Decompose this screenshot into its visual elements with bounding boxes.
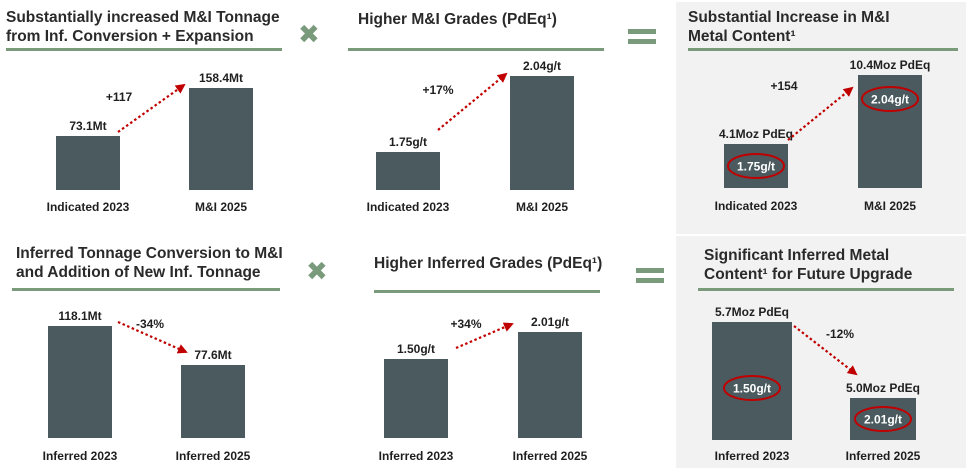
bar-after — [189, 88, 253, 190]
bar-before — [712, 322, 792, 440]
change-label: -34% — [136, 317, 164, 331]
title-underline — [348, 48, 604, 51]
data-label: 2.01g/t — [531, 315, 569, 329]
category-label: M&I 2025 — [516, 200, 568, 214]
bar-before — [724, 144, 788, 188]
data-label: 10.4Moz PdEq — [850, 58, 931, 72]
title-underline — [12, 288, 280, 291]
change-label: +17% — [422, 83, 453, 97]
panel-mi-grades: Higher M&I Grades (PdEq¹) 1.75g/t Indicat… — [348, 2, 638, 234]
panel-title: Inferred Tonnage Conversion to M&I and A… — [16, 245, 283, 281]
data-label: 1.50g/t — [397, 342, 435, 356]
panel-title: Significant Inferred Metal Content¹ for … — [704, 247, 913, 283]
category-label: Inferred 2023 — [43, 449, 118, 463]
data-label: 2.04g/t — [523, 59, 561, 73]
change-arrow — [455, 322, 514, 350]
grade-label: 1.75g/t — [737, 160, 775, 174]
change-label: +117 — [106, 90, 133, 104]
grade-label: 1.50g/t — [733, 382, 771, 396]
bar-after — [518, 332, 582, 438]
panel-title: Higher M&I Grades (PdEq¹) — [358, 11, 557, 28]
change-arrow — [117, 83, 186, 133]
data-label: 4.1Moz PdEq — [719, 127, 793, 141]
category-label: Indicated 2023 — [47, 200, 130, 214]
category-label: M&I 2025 — [195, 200, 247, 214]
title-underline — [374, 290, 600, 293]
bar-chart: 1.75g/t Indicated 2023 2.04g/t M&I 2025 +17% — [367, 59, 574, 214]
data-label: 5.0Moz PdEq — [846, 381, 920, 395]
title-underline — [6, 48, 282, 51]
category-label: Inferred 2025 — [846, 449, 921, 463]
panel-title: Substantial Increase in M&I Metal Conten… — [688, 9, 890, 45]
bar-after — [510, 76, 574, 190]
data-label: 118.1Mt — [58, 309, 101, 323]
bar-after — [181, 365, 245, 438]
change-label: +34% — [450, 317, 481, 331]
change-label: -12% — [826, 327, 854, 341]
multiply-icon: ✖ — [306, 256, 328, 286]
equals-icon — [636, 268, 664, 286]
grade-oval — [854, 406, 912, 432]
bar-after — [850, 398, 916, 440]
bar-before — [376, 152, 440, 190]
category-label: Indicated 2023 — [715, 199, 798, 213]
grade-oval — [727, 153, 785, 179]
category-label: M&I 2025 — [864, 199, 916, 213]
bar-before — [48, 326, 112, 438]
bar-chart: 118.1Mt Inferred 2023 77.6Mt Inferred 2025 -… — [43, 309, 251, 463]
category-label: Inferred 2023 — [715, 449, 790, 463]
multiply-icon: ✖ — [298, 19, 320, 49]
category-label: Inferred 2025 — [176, 449, 251, 463]
data-label: 73.1Mt — [69, 119, 106, 133]
panel-title: Substantially increased M&I Tonnage from… — [6, 9, 280, 45]
title-underline — [688, 48, 958, 51]
change-arrow — [117, 320, 188, 354]
grade-label: 2.04g/t — [871, 93, 909, 107]
grade-oval — [861, 86, 919, 112]
grade-oval — [723, 375, 781, 401]
panel-inferred-metal: Significant Inferred Metal Content¹ for … — [676, 236, 966, 468]
bar-chart: 1.50g/t Inferred 2023 2.01g/t Inferred 2025… — [379, 315, 588, 463]
bar-chart: 73.1Mt Indicated 2023 158.4Mt M&I 2025 +117 — [47, 71, 253, 214]
change-arrow — [787, 86, 854, 141]
title-underline — [698, 288, 954, 291]
bar-chart: 5.7Moz PdEq Inferred 2023 1.50g/t 5.0Moz Pd… — [712, 305, 921, 463]
panel-title: Higher Inferred Grades (PdEq¹) — [374, 255, 603, 272]
category-label: Inferred 2025 — [513, 449, 588, 463]
bar-before — [384, 359, 448, 438]
equals-icon — [628, 29, 656, 47]
change-arrow — [793, 325, 858, 376]
data-label: 1.75g/t — [389, 135, 427, 149]
grade-label: 2.01g/t — [864, 413, 902, 427]
change-label: +154 — [770, 79, 797, 93]
data-label: 77.6Mt — [194, 348, 231, 362]
data-label: 158.4Mt — [199, 71, 243, 85]
panel-inferred-tonnage: Inferred Tonnage Conversion to M&I and A… — [6, 236, 296, 468]
category-label: Inferred 2023 — [379, 449, 454, 463]
bar-chart: 4.1Moz PdEq Indicated 2023 1.75g/t 10.4Moz … — [715, 58, 931, 213]
panel-mi-metal: Substantial Increase in M&I Metal Conten… — [676, 2, 966, 234]
panel-mi-tonnage: Substantially increased M&I Tonnage from… — [6, 2, 296, 234]
category-label: Indicated 2023 — [367, 200, 450, 214]
panel-inferred-grades: Higher Inferred Grades (PdEq¹) 1.50g/t In… — [346, 236, 636, 468]
data-label: 5.7Moz PdEq — [715, 305, 789, 319]
bar-before — [56, 136, 120, 190]
bar-after — [858, 75, 922, 188]
